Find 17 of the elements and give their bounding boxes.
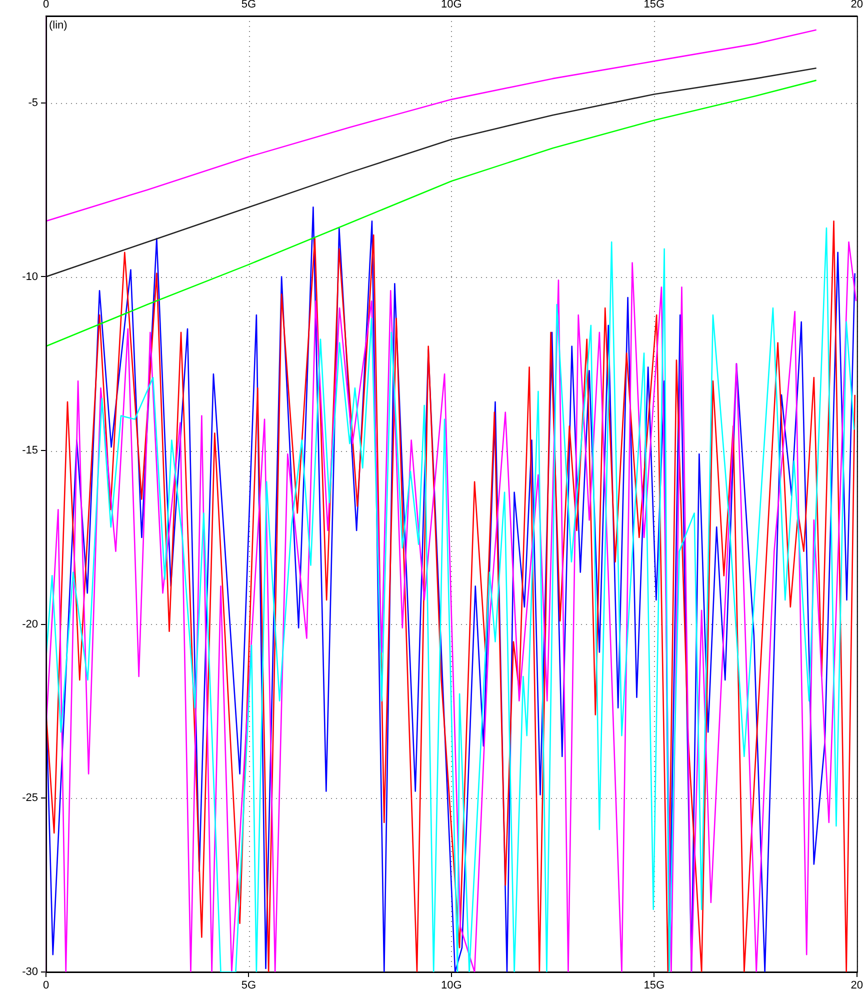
y-tick-label: -25 (22, 792, 38, 804)
x2-tick-label: 10G (441, 0, 462, 10)
x2-tick-label: 5G (241, 0, 256, 10)
x2-tick-label: 15G (644, 0, 665, 10)
y-tick-label: -5 (28, 96, 38, 109)
y-tick-label: -15 (22, 444, 38, 457)
y-tick-label: -30 (22, 966, 38, 978)
x-tick-label: 5G (241, 980, 256, 992)
x-tick-label: 10G (441, 980, 462, 992)
x2-tick-label: 20 (850, 0, 864, 10)
x2-tick-label: 0 (42, 0, 50, 10)
y-tick-label: -20 (22, 618, 38, 630)
x-tick-label: 20 (850, 980, 864, 992)
x-tick-label: 15G (644, 980, 665, 992)
x-tick-label: 0 (42, 980, 50, 992)
annotation: (lin) (49, 20, 68, 32)
y-tick-label: -10 (22, 270, 38, 283)
